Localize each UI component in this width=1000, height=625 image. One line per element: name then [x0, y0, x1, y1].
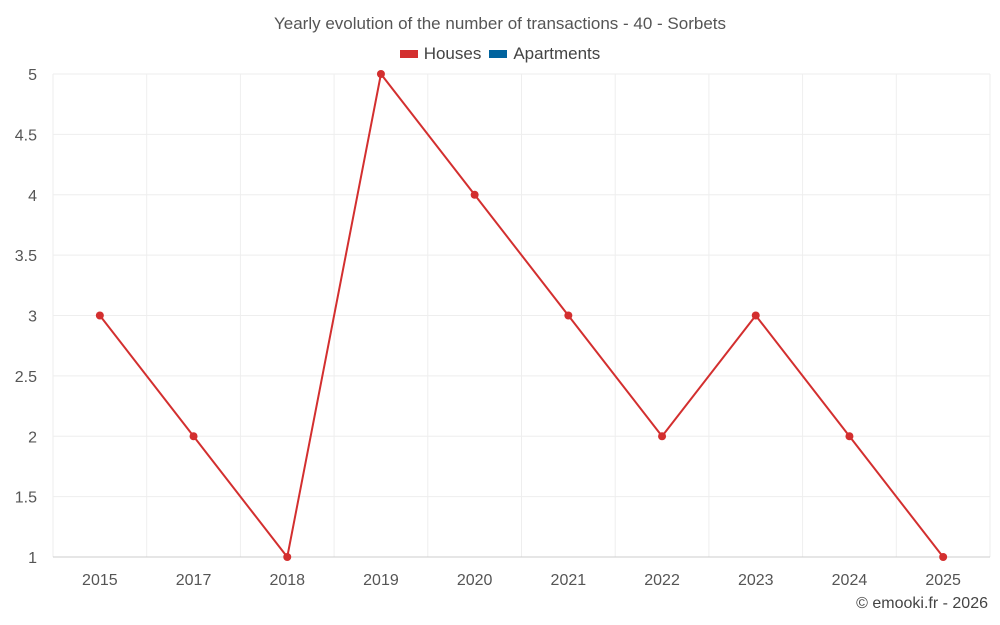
y-tick-label: 3: [28, 309, 37, 326]
series-line-houses: [99, 73, 944, 558]
y-tick-label: 1.5: [15, 490, 37, 507]
x-tick-label: 2020: [457, 572, 493, 589]
data-point-houses: [658, 432, 667, 441]
data-point-houses: [939, 553, 948, 561]
y-tick-label: 3.5: [15, 248, 37, 265]
y-tick-label: 4.5: [15, 127, 37, 144]
data-point-houses: [845, 432, 854, 441]
y-tick-label: 5: [28, 67, 37, 84]
y-tick-label: 1: [28, 550, 37, 567]
x-tick-label: 2021: [551, 572, 587, 589]
copyright-credit[interactable]: © emooki.fr - 2026: [856, 595, 988, 612]
x-tick-label: 2023: [738, 572, 774, 589]
legend-label-houses: Houses: [423, 44, 482, 63]
legend-label-apartments: Apartments: [513, 44, 601, 63]
y-tick-label: 2: [28, 429, 37, 446]
data-point-houses: [470, 190, 479, 199]
data-point-houses: [95, 311, 104, 320]
chart-legend: Houses Apartments: [0, 44, 1000, 64]
legend-item-apartments[interactable]: Apartments: [489, 44, 600, 64]
apartments-swatch-icon: [489, 50, 508, 58]
data-point-houses: [283, 553, 292, 561]
data-point-houses: [751, 311, 760, 320]
x-tick-label: 2025: [925, 572, 961, 589]
data-point-houses: [376, 70, 385, 78]
x-tick-label: 2022: [644, 572, 680, 589]
x-tick-label: 2019: [363, 572, 399, 589]
x-tick-label: 2024: [832, 572, 868, 589]
x-tick-label: 2018: [269, 572, 305, 589]
y-tick-label: 2.5: [15, 369, 37, 386]
y-tick-label: 4: [28, 188, 37, 205]
chart-title: Yearly evolution of the number of transa…: [273, 14, 726, 33]
houses-swatch-icon: [399, 50, 418, 58]
data-point-houses: [564, 311, 573, 320]
data-point-houses: [189, 432, 198, 441]
legend-item-houses[interactable]: Houses: [399, 44, 482, 64]
x-tick-label: 2015: [82, 572, 118, 589]
x-tick-label: 2017: [176, 572, 212, 589]
